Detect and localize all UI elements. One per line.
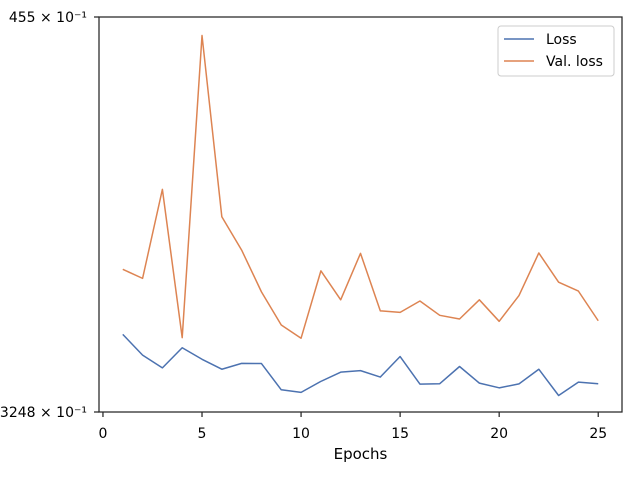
series-line-0 xyxy=(122,333,599,397)
x-tick-label: 10 xyxy=(292,426,310,442)
plot-frame xyxy=(98,16,623,413)
legend-label-1: Val. loss xyxy=(546,54,603,70)
x-axis: 0 5 10 15 20 25 xyxy=(99,412,607,442)
y-axis: 3248 × 10⁻¹ 455 × 10⁻¹ xyxy=(0,10,99,421)
x-tick-label: 25 xyxy=(589,426,607,442)
x-tick-label: 0 xyxy=(99,426,108,442)
legend: Loss Val. loss xyxy=(497,25,615,77)
y-tick-label: 3248 × 10⁻¹ xyxy=(0,405,87,421)
series-line-1 xyxy=(122,34,599,339)
y-tick-label: 455 × 10⁻¹ xyxy=(9,10,87,26)
x-tick-label: 15 xyxy=(391,426,409,442)
x-tick-label: 20 xyxy=(490,426,508,442)
legend-label-0: Loss xyxy=(546,32,577,48)
x-axis-title: Epochs xyxy=(334,445,388,463)
x-tick-label: 5 xyxy=(198,426,207,442)
series-layer xyxy=(122,34,599,397)
